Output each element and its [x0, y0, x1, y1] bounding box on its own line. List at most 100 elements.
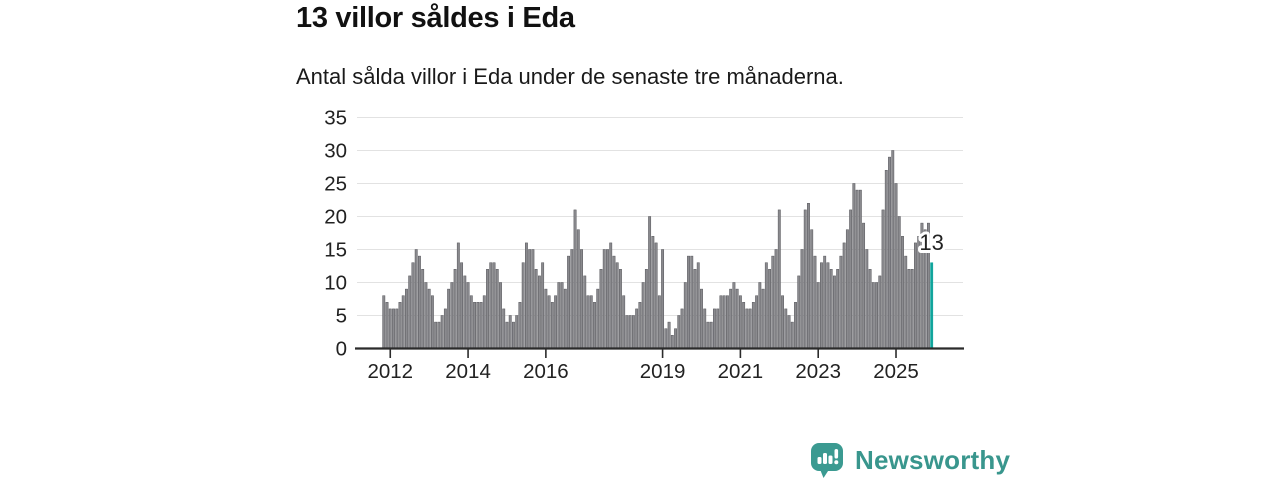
bar — [437, 321, 441, 349]
bar — [729, 288, 733, 349]
bar — [816, 282, 820, 349]
x-axis-tick-label: 2012 — [367, 360, 413, 383]
bar — [670, 335, 674, 349]
bar — [622, 295, 626, 349]
bar — [716, 308, 720, 349]
bar — [884, 170, 888, 349]
bar — [567, 255, 570, 349]
value-annotation: 13 — [919, 230, 943, 255]
bar — [382, 295, 386, 349]
y-axis-tick-label: 15 — [324, 239, 347, 262]
bar — [713, 308, 716, 349]
bar — [421, 269, 425, 349]
bar — [674, 328, 677, 349]
bar — [486, 269, 489, 349]
bar — [842, 242, 846, 349]
bar — [683, 282, 687, 349]
bar — [709, 321, 713, 349]
bar — [385, 302, 389, 349]
bar — [395, 308, 399, 349]
bar — [794, 302, 797, 349]
bar — [888, 156, 891, 349]
bar — [631, 315, 635, 349]
bar — [664, 328, 668, 349]
bar — [897, 216, 901, 349]
bar — [761, 288, 765, 349]
bar — [450, 282, 454, 349]
bar — [489, 262, 493, 349]
bar — [826, 262, 830, 349]
bar — [845, 229, 849, 349]
bar — [473, 302, 476, 349]
bar — [602, 249, 606, 349]
bar — [405, 288, 408, 349]
y-axis-tick-label: 5 — [336, 305, 347, 328]
bar — [784, 308, 788, 349]
bar — [807, 203, 810, 349]
bar — [751, 302, 755, 349]
bar — [748, 308, 752, 349]
bar — [609, 242, 613, 349]
bar — [408, 275, 412, 349]
bar — [401, 295, 405, 349]
bar — [599, 269, 603, 349]
bar — [537, 275, 541, 349]
bar — [463, 275, 467, 349]
bar — [901, 236, 904, 349]
bar — [596, 288, 600, 349]
brand-footer: Newsworthy — [808, 441, 1010, 479]
highlighted-bar — [930, 262, 934, 349]
bar — [411, 262, 415, 349]
bar — [839, 255, 843, 349]
bar — [771, 255, 775, 349]
bar — [871, 282, 875, 349]
bar — [742, 302, 746, 349]
bar — [531, 249, 535, 349]
bar — [800, 249, 804, 349]
bar — [832, 275, 836, 349]
bar — [657, 295, 661, 349]
bar — [810, 229, 814, 349]
x-axis-tick-label: 2021 — [718, 360, 764, 383]
bar — [852, 183, 856, 349]
bar — [677, 315, 681, 349]
bar — [787, 315, 791, 349]
bar — [554, 295, 558, 349]
y-axis-tick-label: 35 — [324, 107, 347, 130]
bar — [696, 262, 700, 349]
bar — [492, 262, 496, 349]
bar — [641, 282, 645, 349]
bar — [573, 209, 577, 349]
bar — [388, 308, 392, 349]
bar — [576, 229, 580, 349]
bar — [687, 255, 690, 349]
bar — [440, 315, 444, 349]
bar — [570, 249, 574, 349]
bar — [550, 302, 554, 349]
x-axis-tick-label: 2016 — [523, 360, 569, 383]
bar — [829, 269, 833, 349]
chart-subtitle: Antal sålda villor i Eda under de senast… — [296, 64, 844, 89]
bar — [625, 315, 629, 349]
bar — [521, 262, 525, 349]
bar — [891, 150, 895, 349]
bar — [615, 262, 619, 349]
bar — [881, 209, 885, 349]
bar — [703, 308, 707, 349]
bar — [823, 255, 827, 349]
bar — [706, 321, 710, 349]
bar — [479, 302, 483, 349]
bar — [875, 282, 878, 349]
x-axis-tick-label: 2014 — [445, 360, 491, 383]
bar — [781, 295, 784, 349]
bar — [858, 189, 862, 349]
bar — [755, 295, 759, 349]
bar — [894, 183, 898, 349]
bar — [820, 262, 823, 349]
chart-title: 13 villor såldes i Eda — [296, 2, 575, 34]
bar — [508, 315, 512, 349]
bar — [849, 209, 853, 349]
bar — [392, 308, 395, 349]
bar — [651, 236, 655, 349]
